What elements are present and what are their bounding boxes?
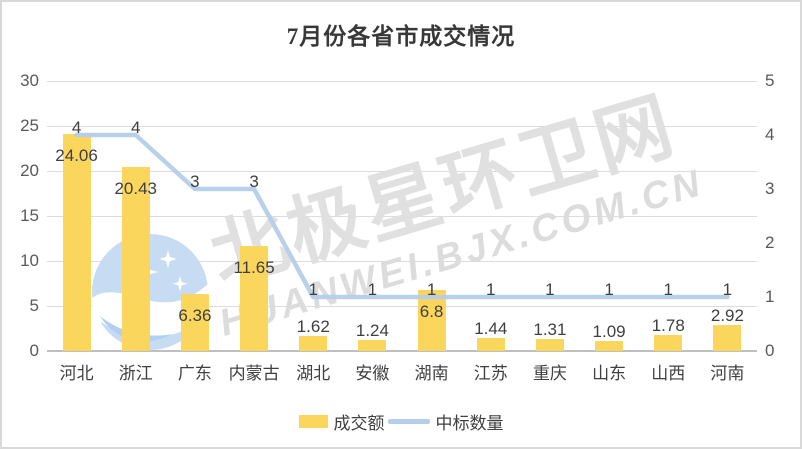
legend-item-bar-series: 成交额 xyxy=(298,409,385,434)
y-axis-tick-left: 10 xyxy=(20,251,39,270)
bar-1 xyxy=(121,167,150,351)
category-label: 浙江 xyxy=(118,364,153,383)
category-label: 山东 xyxy=(592,364,627,383)
category-label: 重庆 xyxy=(532,364,567,383)
gridline xyxy=(47,80,757,82)
bar-5 xyxy=(358,339,387,351)
category-label: 内蒙古 xyxy=(228,364,280,383)
y-axis-tick-right: 3 xyxy=(765,179,775,198)
bar-series-swatch xyxy=(298,415,328,428)
line-point-label: 1 xyxy=(604,280,614,299)
y-axis-tick-right: 2 xyxy=(765,233,775,252)
gridline xyxy=(47,125,757,127)
bar-10 xyxy=(654,334,683,351)
bar-4 xyxy=(299,336,328,351)
bar-value-label: 1.31 xyxy=(533,320,567,340)
bar-value-label: 1.78 xyxy=(651,315,685,335)
bar-2 xyxy=(180,293,209,351)
bar-value-label: 2.92 xyxy=(710,305,744,325)
line-point-label: 1 xyxy=(545,280,555,299)
bar-3 xyxy=(240,246,269,351)
gridline xyxy=(47,170,757,172)
bar-6 xyxy=(417,289,446,351)
category-label: 湖北 xyxy=(296,364,331,383)
y-axis-tick-right: 5 xyxy=(765,71,775,90)
y-axis-tick-right: 4 xyxy=(765,125,775,144)
legend-item-line-series: 中标数量 xyxy=(387,409,504,434)
bar-value-label: 24.06 xyxy=(55,146,98,166)
y-axis-tick-left: 15 xyxy=(20,206,39,225)
category-label: 江苏 xyxy=(473,364,508,383)
line-point-label: 3 xyxy=(249,172,259,191)
category-label: 安徽 xyxy=(355,364,390,383)
bar-8 xyxy=(535,339,564,351)
line-series-swatch xyxy=(387,419,430,424)
y-axis-tick-left: 25 xyxy=(20,116,39,135)
line-series-label: 中标数量 xyxy=(435,414,504,433)
line-point-label: 1 xyxy=(308,280,318,299)
bar-value-label: 1.24 xyxy=(355,320,389,340)
y-axis-tick-left: 0 xyxy=(29,341,39,360)
gridline xyxy=(47,350,757,352)
category-label: 河北 xyxy=(59,364,94,383)
gridline xyxy=(47,305,757,307)
chart-legend: 成交额 中标数量 xyxy=(2,409,800,434)
bar-11 xyxy=(713,324,742,351)
bar-value-label: 20.43 xyxy=(114,179,158,199)
y-axis-tick-right: 0 xyxy=(765,341,775,360)
category-label: 广东 xyxy=(177,364,212,383)
bar-7 xyxy=(476,338,505,351)
y-axis-tick-left: 5 xyxy=(29,296,39,315)
category-label: 河南 xyxy=(710,364,745,383)
category-label: 湖南 xyxy=(414,364,449,383)
y-axis-tick-left: 30 xyxy=(20,71,39,90)
bar-value-label: 1.44 xyxy=(474,319,508,339)
y-axis-tick-left: 20 xyxy=(20,161,39,180)
bar-value-label: 1.09 xyxy=(592,322,626,342)
line-point-label: 4 xyxy=(131,118,141,137)
line-series-path xyxy=(74,132,730,300)
line-point-label: 1 xyxy=(663,280,673,299)
bar-value-label: 11.65 xyxy=(233,258,275,278)
line-point-label: 1 xyxy=(486,280,496,299)
bar-9 xyxy=(595,341,624,351)
bar-0 xyxy=(62,134,91,351)
line-point-label: 1 xyxy=(426,280,437,299)
category-label: 山西 xyxy=(651,364,686,383)
bar-value-label: 6.8 xyxy=(419,301,444,321)
y-axis-tick-right: 1 xyxy=(765,287,775,306)
chart-title: 7月份各省市成交情况 xyxy=(286,24,516,49)
gridline xyxy=(47,215,757,217)
line-point-label: 1 xyxy=(367,280,378,299)
line-point-label: 4 xyxy=(71,118,82,137)
bar-series-label: 成交额 xyxy=(333,414,385,433)
line-point-label: 3 xyxy=(190,172,200,191)
bar-value-label: 6.36 xyxy=(178,305,212,325)
bar-value-label: 1.62 xyxy=(296,317,330,337)
line-point-label: 1 xyxy=(722,280,733,299)
gridline xyxy=(47,260,757,262)
